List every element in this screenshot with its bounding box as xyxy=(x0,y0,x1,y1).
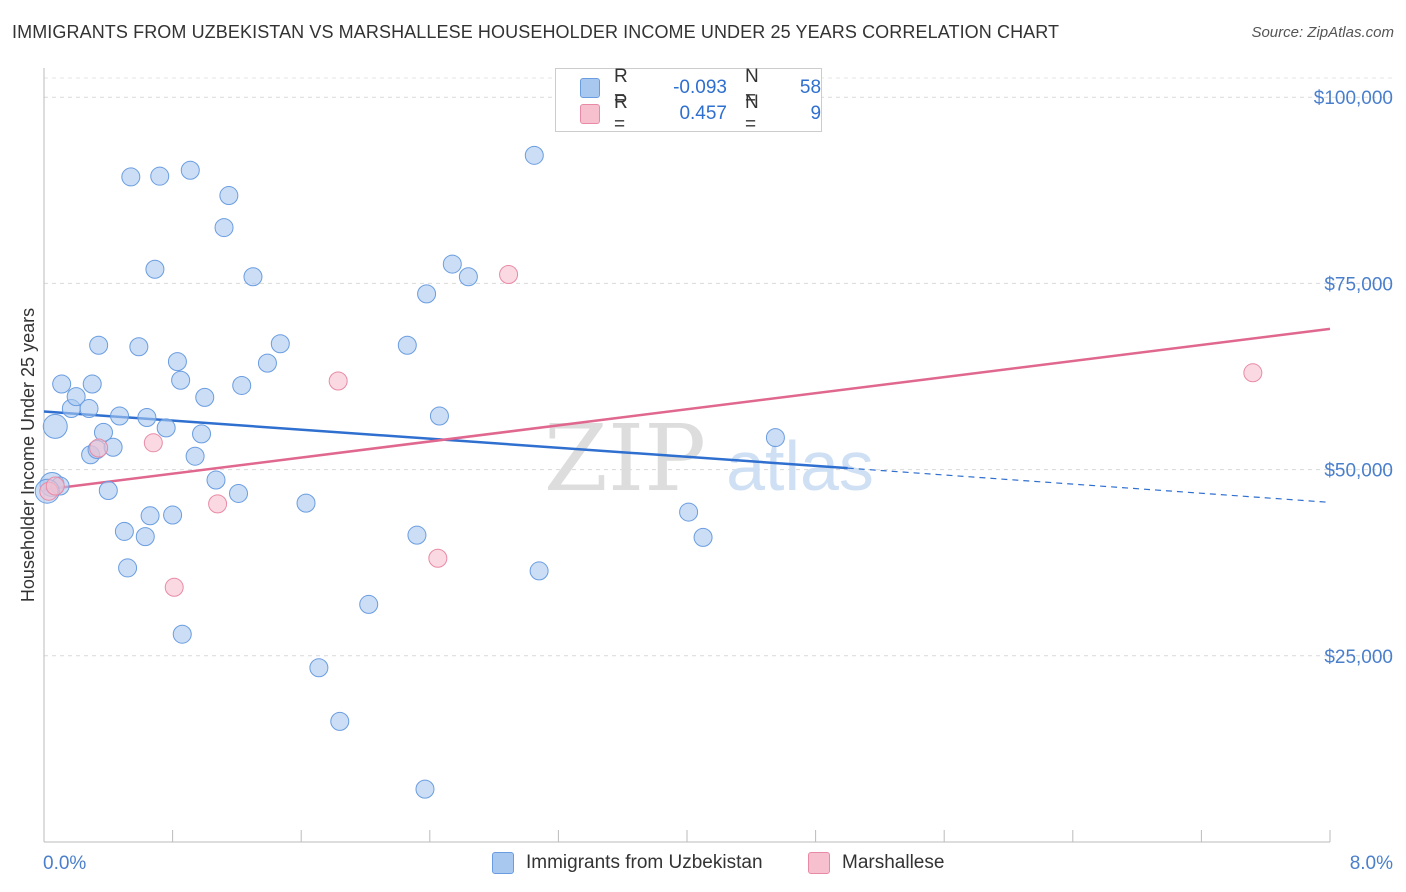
point-uzbekistan xyxy=(415,779,435,799)
point-marshallese xyxy=(208,494,228,514)
legend-item-uzbekistan[interactable]: Immigrants from Uzbekistan xyxy=(492,852,763,874)
y-tick-label: $50,000 xyxy=(1324,461,1393,482)
grid-lines xyxy=(44,77,1394,657)
point-uzbekistan xyxy=(693,527,713,547)
point-uzbekistan xyxy=(129,337,149,357)
point-uzbekistan xyxy=(89,335,109,355)
y-tick-label: $25,000 xyxy=(1324,647,1393,668)
legend-n-label: N = xyxy=(744,92,759,135)
point-uzbekistan xyxy=(180,160,200,180)
legend-r-value: 0.457 xyxy=(679,103,727,124)
point-uzbekistan xyxy=(679,502,699,522)
source-credit: Source: ZipAtlas.com xyxy=(1251,24,1394,41)
point-uzbekistan xyxy=(79,399,99,419)
trend-line-marshallese xyxy=(43,327,1331,491)
legend-swatch-pink xyxy=(580,104,600,124)
point-uzbekistan xyxy=(309,658,329,678)
point-uzbekistan xyxy=(163,505,183,525)
point-marshallese xyxy=(428,548,448,568)
legend-r-value: -0.093 xyxy=(673,77,727,98)
point-uzbekistan xyxy=(140,506,160,526)
legend-r-label: R = xyxy=(613,92,628,135)
x-tick-label-min: 0.0% xyxy=(43,853,86,874)
legend-label-marshallese: Marshallese xyxy=(842,852,945,873)
point-uzbekistan xyxy=(172,624,192,644)
point-uzbekistan xyxy=(296,493,316,513)
point-uzbekistan xyxy=(167,352,187,372)
point-uzbekistan xyxy=(243,267,263,287)
point-uzbekistan xyxy=(110,406,130,426)
point-uzbekistan xyxy=(195,387,215,407)
point-marshallese xyxy=(1243,363,1263,383)
x-tick-label-max: 8.0% xyxy=(1350,853,1393,874)
point-uzbekistan xyxy=(458,267,478,287)
point-uzbekistan xyxy=(145,259,165,279)
point-uzbekistan xyxy=(442,254,462,274)
point-uzbekistan xyxy=(121,167,141,187)
axes xyxy=(43,68,1331,843)
point-uzbekistan xyxy=(330,711,350,731)
point-uzbekistan xyxy=(214,218,234,238)
series-legend: Immigrants from Uzbekistan Marshallese xyxy=(0,852,1406,878)
point-uzbekistan xyxy=(229,483,249,503)
legend-r-label: R = xyxy=(613,66,628,109)
trend-lines xyxy=(43,327,1331,503)
y-axis-label: Householder Income Under 25 years xyxy=(18,308,38,602)
point-uzbekistan xyxy=(232,375,252,395)
y-tick-label: $75,000 xyxy=(1324,274,1393,295)
point-uzbekistan xyxy=(52,374,72,394)
legend-label-uzbekistan: Immigrants from Uzbekistan xyxy=(526,852,763,873)
y-tick-label: $100,000 xyxy=(1314,88,1393,109)
legend-swatch-pink xyxy=(808,852,830,874)
point-uzbekistan xyxy=(42,413,68,439)
legend-row-uzbekistan: R = -0.093 N = 58 xyxy=(580,66,822,109)
point-marshallese xyxy=(499,264,519,284)
point-uzbekistan xyxy=(137,407,157,427)
point-uzbekistan xyxy=(219,186,239,206)
point-uzbekistan xyxy=(257,353,277,373)
point-uzbekistan xyxy=(765,428,785,448)
point-uzbekistan xyxy=(270,334,290,354)
point-uzbekistan xyxy=(150,166,170,186)
point-uzbekistan xyxy=(407,525,427,545)
point-uzbekistan xyxy=(171,370,191,390)
trend-line-uzbekistan-extension xyxy=(847,467,1331,503)
point-uzbekistan xyxy=(135,527,155,547)
watermark-zip: ZIP xyxy=(544,405,706,512)
point-uzbekistan xyxy=(529,561,549,581)
data-points xyxy=(34,145,1263,799)
legend-n-value: 9 xyxy=(810,103,822,124)
legend-row-marshallese: R = 0.457 N = 9 xyxy=(580,92,822,135)
point-uzbekistan xyxy=(66,387,86,407)
point-marshallese xyxy=(45,476,65,496)
point-uzbekistan xyxy=(359,594,379,614)
y-tick-labels: $25,000 $50,000 $75,000 $100,000 xyxy=(1314,88,1393,668)
point-uzbekistan xyxy=(429,406,449,426)
chart-title: IMMIGRANTS FROM UZBEKISTAN VS MARSHALLES… xyxy=(12,22,1060,42)
point-uzbekistan xyxy=(185,446,205,466)
point-marshallese xyxy=(328,371,348,391)
point-marshallese xyxy=(164,577,184,597)
point-uzbekistan xyxy=(114,521,134,541)
point-uzbekistan xyxy=(156,418,176,438)
correlation-legend: R = -0.093 N = 58 R = 0.457 N = 9 xyxy=(555,66,822,135)
point-uzbekistan xyxy=(98,480,118,500)
x-tick-labels: 0.0% 8.0% xyxy=(43,853,1393,874)
point-uzbekistan xyxy=(82,374,102,394)
point-marshallese xyxy=(143,433,163,453)
legend-swatch-blue xyxy=(492,852,514,874)
legend-n-value: 58 xyxy=(799,77,822,98)
point-uzbekistan xyxy=(206,470,226,490)
legend-swatch-blue xyxy=(580,78,600,98)
point-uzbekistan xyxy=(192,424,212,444)
legend-n-label: N = xyxy=(744,66,759,109)
point-uzbekistan xyxy=(397,335,417,355)
point-marshallese xyxy=(89,438,109,458)
point-uzbekistan xyxy=(417,284,437,304)
legend-item-marshallese[interactable]: Marshallese xyxy=(808,852,944,874)
point-uzbekistan xyxy=(524,145,544,165)
point-uzbekistan xyxy=(118,558,138,578)
